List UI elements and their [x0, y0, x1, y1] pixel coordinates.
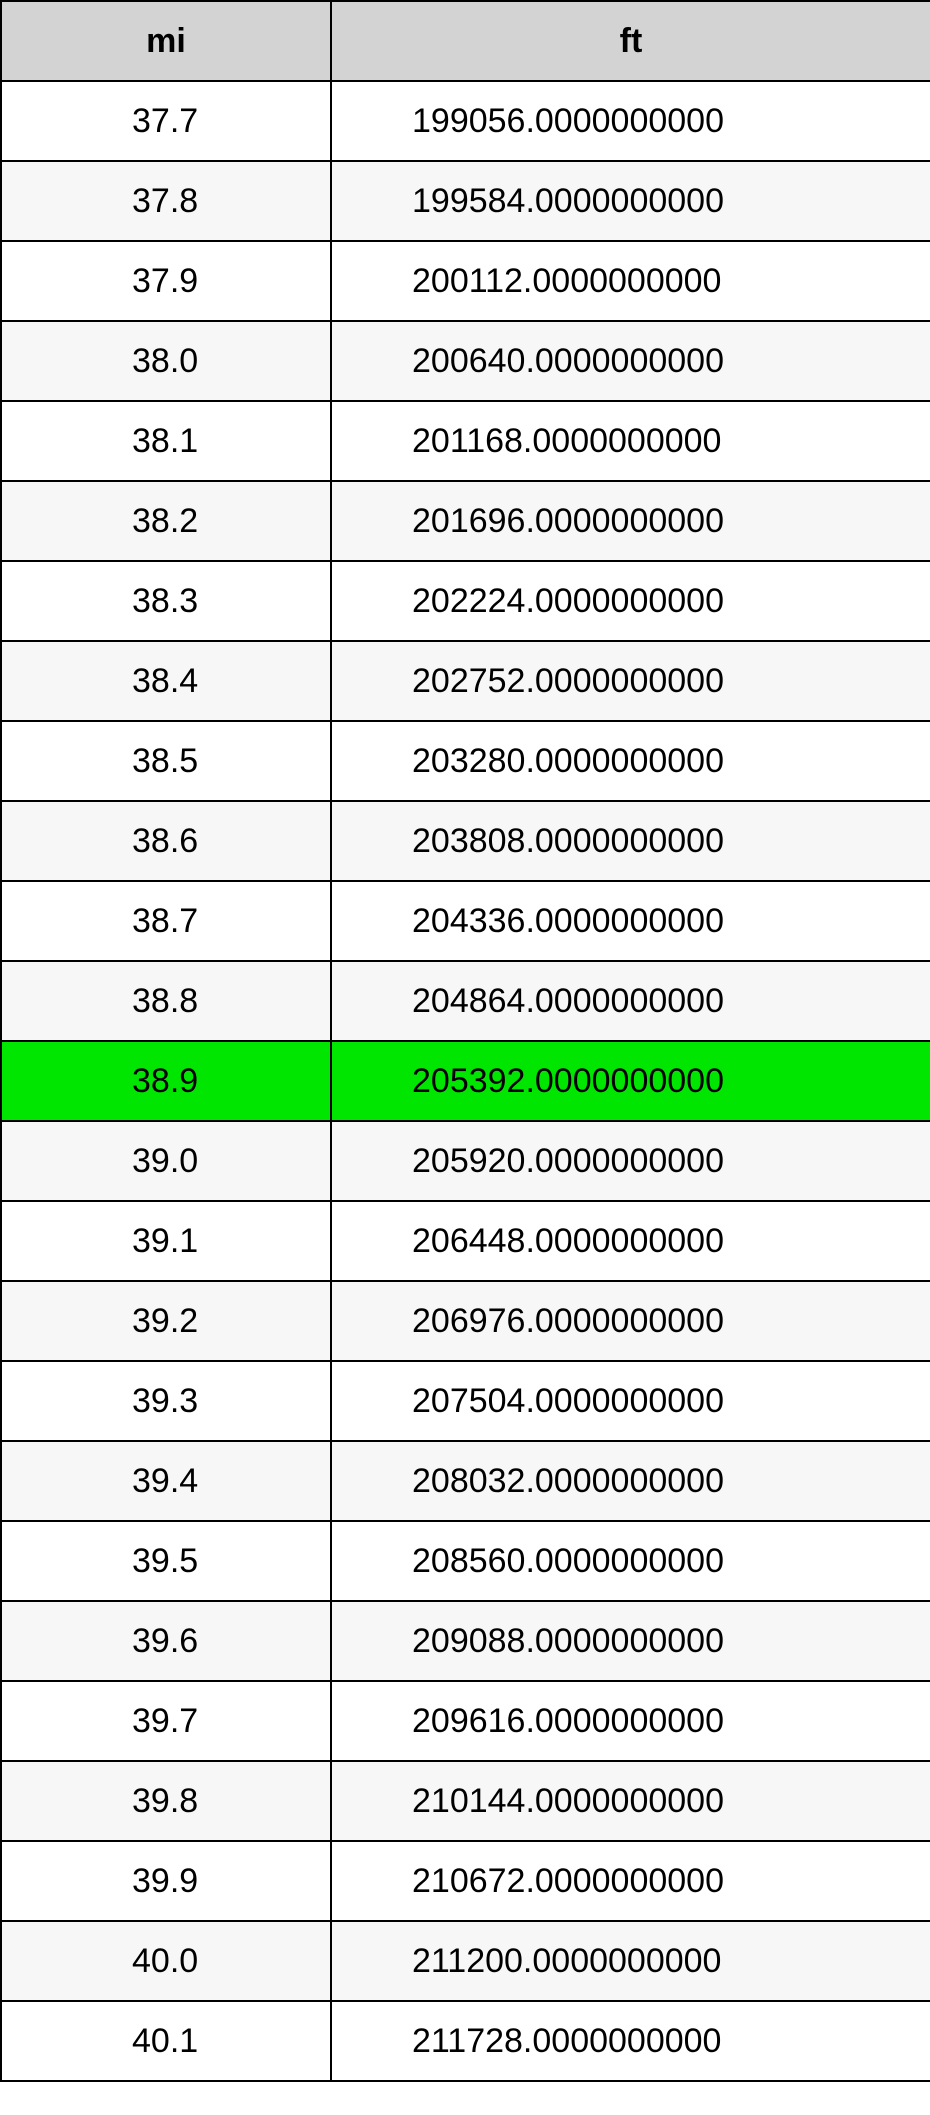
table-row: 39.0205920.0000000000: [1, 1121, 930, 1201]
cell-ft: 211728.0000000000: [331, 2001, 930, 2081]
cell-mi: 37.7: [1, 81, 331, 161]
cell-mi: 39.1: [1, 1201, 331, 1281]
cell-mi: 38.2: [1, 481, 331, 561]
cell-ft: 208560.0000000000: [331, 1521, 930, 1601]
cell-ft: 205392.0000000000: [331, 1041, 930, 1121]
column-header-ft: ft: [331, 1, 930, 81]
cell-ft: 206448.0000000000: [331, 1201, 930, 1281]
cell-ft: 199056.0000000000: [331, 81, 930, 161]
table-header-row: mi ft: [1, 1, 930, 81]
cell-mi: 39.6: [1, 1601, 331, 1681]
cell-mi: 39.9: [1, 1841, 331, 1921]
cell-ft: 202752.0000000000: [331, 641, 930, 721]
table-row: 40.0211200.0000000000: [1, 1921, 930, 2001]
table-row: 39.8210144.0000000000: [1, 1761, 930, 1841]
table-row: 38.5203280.0000000000: [1, 721, 930, 801]
table-row: 38.4202752.0000000000: [1, 641, 930, 721]
cell-ft: 210144.0000000000: [331, 1761, 930, 1841]
table-row: 39.1206448.0000000000: [1, 1201, 930, 1281]
cell-mi: 39.5: [1, 1521, 331, 1601]
cell-ft: 199584.0000000000: [331, 161, 930, 241]
table-row: 38.8204864.0000000000: [1, 961, 930, 1041]
conversion-table: mi ft 37.7199056.000000000037.8199584.00…: [0, 0, 930, 2082]
cell-ft: 203808.0000000000: [331, 801, 930, 881]
table-row: 38.7204336.0000000000: [1, 881, 930, 961]
table-row: 38.1201168.0000000000: [1, 401, 930, 481]
cell-ft: 200640.0000000000: [331, 321, 930, 401]
table-row: 38.6203808.0000000000: [1, 801, 930, 881]
cell-mi: 39.8: [1, 1761, 331, 1841]
table-row: 38.0200640.0000000000: [1, 321, 930, 401]
cell-mi: 38.1: [1, 401, 331, 481]
cell-ft: 209616.0000000000: [331, 1681, 930, 1761]
table-row: 38.9205392.0000000000: [1, 1041, 930, 1121]
table-row: 39.9210672.0000000000: [1, 1841, 930, 1921]
cell-mi: 38.7: [1, 881, 331, 961]
cell-ft: 207504.0000000000: [331, 1361, 930, 1441]
cell-ft: 209088.0000000000: [331, 1601, 930, 1681]
cell-mi: 38.8: [1, 961, 331, 1041]
cell-ft: 202224.0000000000: [331, 561, 930, 641]
column-header-mi: mi: [1, 1, 331, 81]
cell-ft: 205920.0000000000: [331, 1121, 930, 1201]
table-row: 39.4208032.0000000000: [1, 1441, 930, 1521]
cell-ft: 201696.0000000000: [331, 481, 930, 561]
cell-ft: 203280.0000000000: [331, 721, 930, 801]
cell-mi: 39.4: [1, 1441, 331, 1521]
table-body: 37.7199056.000000000037.8199584.00000000…: [1, 81, 930, 2081]
table-row: 39.5208560.0000000000: [1, 1521, 930, 1601]
table-row: 40.1211728.0000000000: [1, 2001, 930, 2081]
cell-ft: 210672.0000000000: [331, 1841, 930, 1921]
table-row: 39.3207504.0000000000: [1, 1361, 930, 1441]
table-row: 39.7209616.0000000000: [1, 1681, 930, 1761]
cell-ft: 204336.0000000000: [331, 881, 930, 961]
cell-ft: 206976.0000000000: [331, 1281, 930, 1361]
cell-ft: 208032.0000000000: [331, 1441, 930, 1521]
cell-mi: 38.5: [1, 721, 331, 801]
cell-ft: 211200.0000000000: [331, 1921, 930, 2001]
cell-mi: 39.7: [1, 1681, 331, 1761]
cell-mi: 39.2: [1, 1281, 331, 1361]
table-row: 37.8199584.0000000000: [1, 161, 930, 241]
table-row: 38.2201696.0000000000: [1, 481, 930, 561]
cell-ft: 204864.0000000000: [331, 961, 930, 1041]
cell-ft: 200112.0000000000: [331, 241, 930, 321]
cell-mi: 39.3: [1, 1361, 331, 1441]
cell-mi: 38.4: [1, 641, 331, 721]
table-row: 39.2206976.0000000000: [1, 1281, 930, 1361]
cell-mi: 37.9: [1, 241, 331, 321]
cell-mi: 40.0: [1, 1921, 331, 2001]
cell-mi: 38.9: [1, 1041, 331, 1121]
cell-mi: 38.6: [1, 801, 331, 881]
cell-mi: 39.0: [1, 1121, 331, 1201]
cell-ft: 201168.0000000000: [331, 401, 930, 481]
table-row: 37.7199056.0000000000: [1, 81, 930, 161]
table-row: 38.3202224.0000000000: [1, 561, 930, 641]
table-row: 39.6209088.0000000000: [1, 1601, 930, 1681]
cell-mi: 38.3: [1, 561, 331, 641]
table-row: 37.9200112.0000000000: [1, 241, 930, 321]
cell-mi: 37.8: [1, 161, 331, 241]
cell-mi: 40.1: [1, 2001, 331, 2081]
cell-mi: 38.0: [1, 321, 331, 401]
